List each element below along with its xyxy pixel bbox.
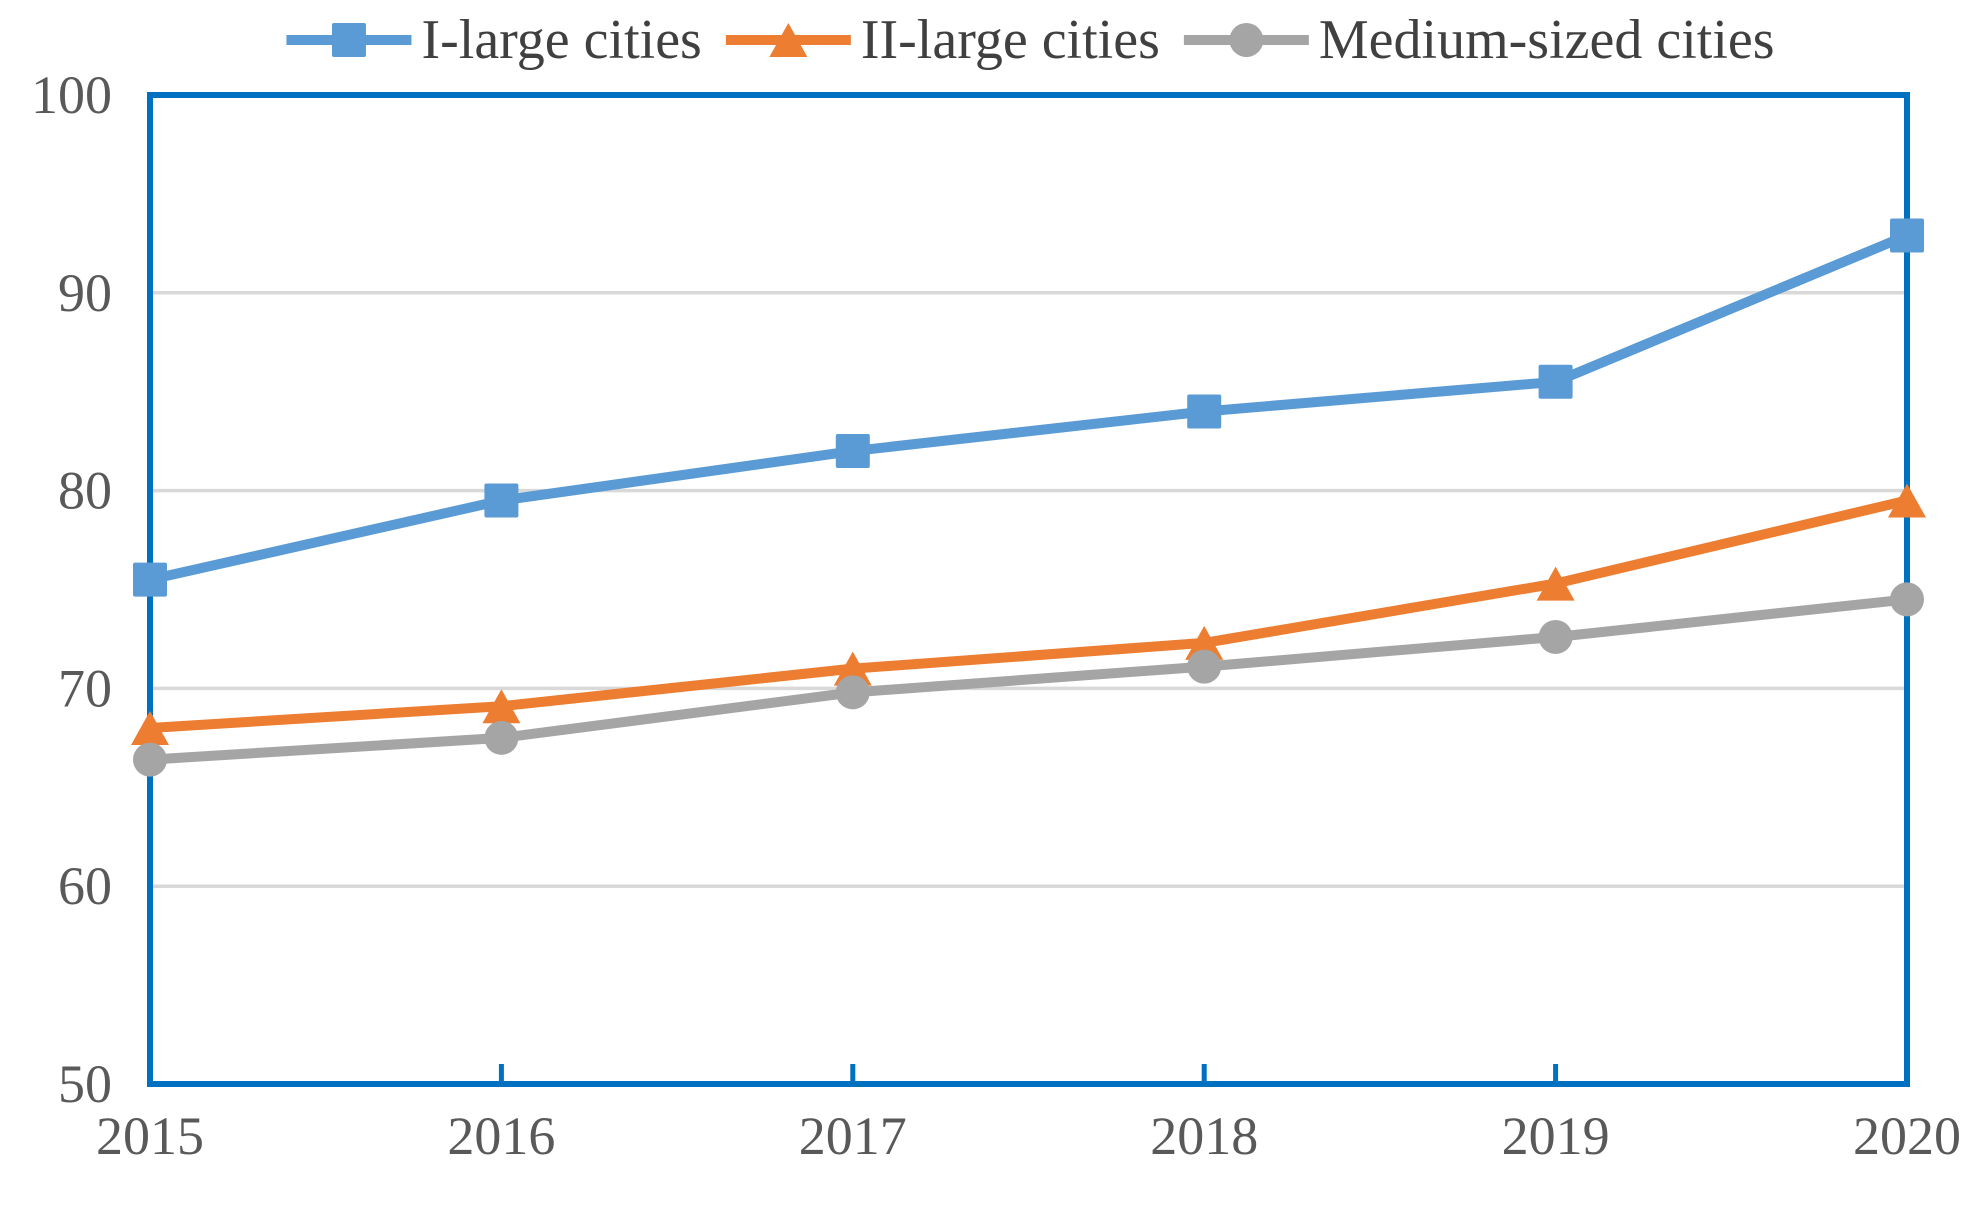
marker-ii-large-cities-2020 bbox=[1888, 483, 1926, 518]
marker-i-large-cities-2018 bbox=[1187, 394, 1222, 429]
legend-label-ii-large-cities: II-large cities bbox=[861, 9, 1160, 71]
legend-item-i-large-cities: I-large cities bbox=[286, 9, 702, 71]
marker-ii-large-cities-2019 bbox=[1536, 566, 1575, 601]
marker-medium-sized-cities-2019 bbox=[1538, 619, 1573, 654]
y-axis-label-60: 60 bbox=[58, 856, 112, 916]
y-axis-label-100: 100 bbox=[31, 65, 112, 125]
legend-marker-circle-icon bbox=[1229, 23, 1264, 57]
legend-label-medium-sized-cities: Medium-sized cities bbox=[1319, 9, 1775, 71]
chart-legend: I-large cities II-large cities Medium-size… bbox=[286, 9, 1775, 71]
marker-ii-large-cities-2016 bbox=[482, 689, 521, 724]
plot-border bbox=[147, 92, 1910, 1087]
x-axis-label-2019: 2019 bbox=[1502, 1106, 1610, 1166]
marker-medium-sized-cities-2016 bbox=[484, 720, 519, 755]
x-axis-label-2018: 2018 bbox=[1150, 1106, 1258, 1166]
marker-medium-sized-cities-2015 bbox=[133, 742, 167, 777]
x-axis-label-2017: 2017 bbox=[799, 1106, 907, 1166]
y-axis-label-70: 70 bbox=[58, 658, 112, 718]
y-axis-label-50: 50 bbox=[58, 1054, 112, 1114]
series-line-i-large-cities bbox=[148, 230, 1909, 585]
x-axis-label-2015: 2015 bbox=[96, 1106, 204, 1166]
marker-i-large-cities-2017 bbox=[835, 434, 870, 469]
legend-item-ii-large-cities: II-large cities bbox=[725, 9, 1160, 71]
marker-i-large-cities-2020 bbox=[1890, 218, 1924, 253]
legend-label-i-large-cities: I-large cities bbox=[421, 9, 701, 71]
marker-ii-large-cities-2017 bbox=[833, 651, 872, 686]
marker-ii-large-cities-2015 bbox=[131, 710, 169, 745]
y-axis-label-90: 90 bbox=[58, 263, 112, 323]
marker-medium-sized-cities-2017 bbox=[835, 675, 870, 710]
series-line-medium-sized-cities bbox=[149, 594, 1908, 765]
legend-marker-square-icon bbox=[331, 23, 366, 57]
x-axis-label-2016: 2016 bbox=[447, 1106, 555, 1166]
x-axis-label-2020: 2020 bbox=[1853, 1106, 1961, 1166]
legend-item-medium-sized-cities: Medium-sized cities bbox=[1183, 9, 1775, 71]
marker-medium-sized-cities-2020 bbox=[1890, 582, 1924, 617]
marker-i-large-cities-2016 bbox=[484, 483, 519, 518]
marker-medium-sized-cities-2018 bbox=[1187, 649, 1222, 684]
marker-ii-large-cities-2018 bbox=[1185, 625, 1224, 660]
marker-i-large-cities-2015 bbox=[133, 562, 167, 597]
y-axis-label-80: 80 bbox=[58, 461, 112, 521]
legend-marker-triangle-icon bbox=[769, 23, 808, 57]
series-line-ii-large-cities bbox=[149, 495, 1909, 733]
marker-i-large-cities-2019 bbox=[1538, 364, 1573, 399]
